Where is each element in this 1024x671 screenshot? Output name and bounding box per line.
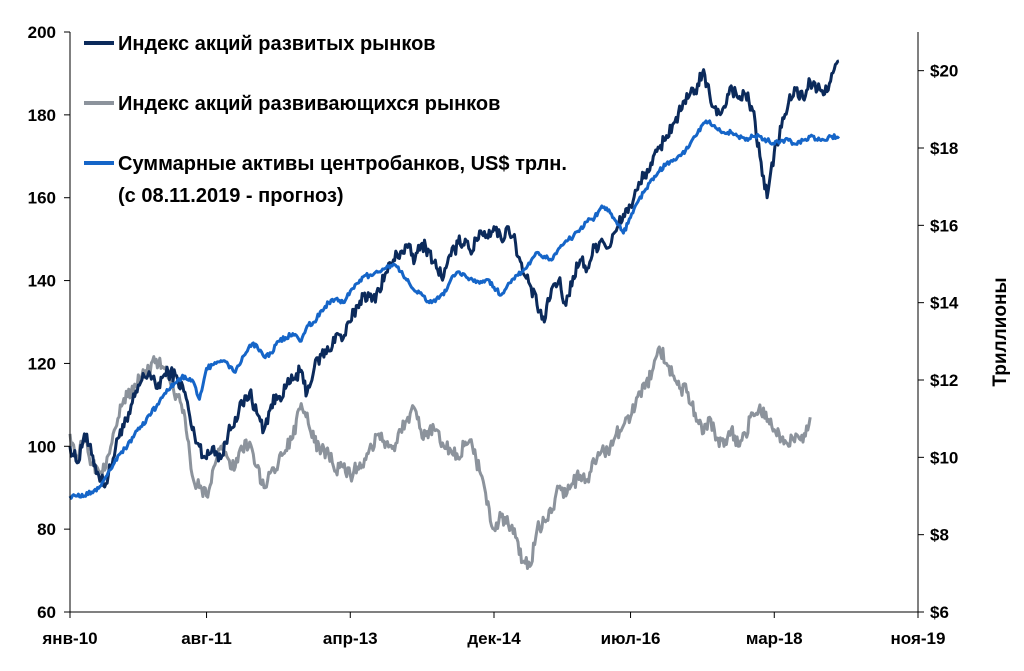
- left-tick-label: 60: [37, 603, 56, 622]
- left-tick-label: 200: [28, 23, 56, 42]
- x-tick-label: мар-18: [746, 629, 803, 648]
- left-tick-label: 160: [28, 189, 56, 208]
- legend-label-3: Суммарные активы центробанков, US$ трлн.: [118, 153, 567, 175]
- legend: Индекс акций развитых рынков Индекс акций…: [84, 33, 567, 207]
- right-tick-label: $6: [930, 603, 949, 622]
- legend-label-3-line2: (с 08.11.2019 - прогноз): [118, 185, 344, 207]
- right-tick-label: $20: [930, 62, 958, 81]
- x-tick-label: авг-11: [181, 629, 232, 648]
- x-tick-label: янв-10: [41, 629, 97, 648]
- series-line-2: [68, 345, 812, 570]
- x-tick-label: дек-14: [467, 629, 521, 648]
- left-tick-label: 140: [28, 272, 56, 291]
- series-layer: [68, 59, 841, 570]
- x-tick-label: июл-16: [601, 629, 661, 648]
- right-tick-label: $10: [930, 448, 958, 467]
- x-tick-label: апр-13: [323, 629, 378, 648]
- x-tick-label: ноя-19: [891, 629, 946, 648]
- series-line-3: [68, 119, 841, 500]
- legend-label-1: Индекс акций развитых рынков: [118, 33, 436, 55]
- left-tick-label: 80: [37, 520, 56, 539]
- series-line-1: [68, 59, 840, 489]
- right-axis-title: Триллионы: [990, 277, 1011, 386]
- left-tick-label: 100: [28, 437, 56, 456]
- right-tick-label: $14: [930, 294, 959, 313]
- axes-layer: 60 80 100 120 140 160 180 200 $6 $8 $10 $12 $14 $16 $1…: [28, 23, 1011, 648]
- left-tick-label: 120: [28, 354, 56, 373]
- left-tick-label: 180: [28, 106, 56, 125]
- right-tick-label: $18: [930, 139, 958, 158]
- legend-label-2: Индекс акций развивающихся рынков: [118, 93, 500, 115]
- right-tick-label: $8: [930, 526, 949, 545]
- right-tick-label: $16: [930, 216, 958, 235]
- right-tick-label: $12: [930, 371, 958, 390]
